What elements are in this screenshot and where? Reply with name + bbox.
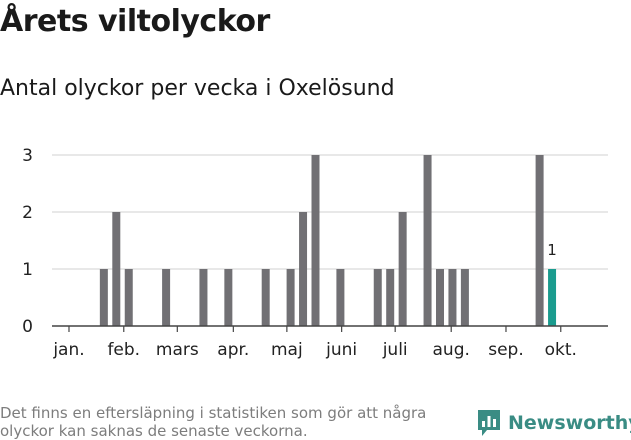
bar-week-20 [299,212,308,326]
chart-title: Årets viltolyckor [0,4,270,39]
bar-week-31 [436,269,444,326]
y-tick-label-1: 1 [22,260,33,280]
x-tick-label-jan.: jan. [52,340,84,360]
bars [99,155,557,326]
x-tick-label-juni: juni [325,340,357,360]
bar-chart: 0 1 2 3 jan. feb. mars apr. maj juni juli aug. sep.… [22,146,608,360]
bar-week-28 [398,212,407,326]
footnote: Det finns en eftersläpning i statistiken… [0,404,427,440]
bar-week-33 [460,269,469,326]
bar-week-12 [199,269,208,326]
bar-week-5 [112,212,121,326]
bar-week-6 [124,269,133,326]
bar-week-23 [336,269,345,326]
newsworthy-logo-icon [478,410,500,436]
x-axis-labels: jan. feb. mars apr. maj juni juli aug. sep. okt. [52,340,577,360]
bar-week-21 [311,155,320,326]
x-tick-label-okt.: okt. [545,340,577,360]
chart-subtitle: Antal olyckor per vecka i Oxelösund [0,76,395,101]
annotations: 1 [547,241,557,259]
bar-week-27 [386,269,395,326]
x-tick-label-apr.: apr. [217,340,249,360]
brand-logo[interactable]: Newsworthy [476,408,631,438]
bar-week-17 [261,269,270,326]
y-axis-labels: 0 1 2 3 [22,146,33,337]
bar-week-40 [548,269,557,326]
bar-week-19 [286,269,295,326]
x-tick-label-mars: mars [156,340,199,360]
x-tick-label-juli: juli [382,340,408,360]
y-tick-label-2: 2 [22,203,33,223]
highlight-value-label: 1 [547,241,557,259]
bar-week-30 [423,155,432,326]
x-axis [52,325,608,332]
bar-week-39 [535,155,544,326]
x-tick-label-maj: maj [271,340,303,360]
y-tick-label-3: 3 [22,146,33,166]
x-tick-label-feb.: feb. [107,340,140,360]
x-tick-label-aug.: aug. [433,340,470,360]
bar-week-4 [99,269,108,326]
y-tick-label-0: 0 [22,317,33,337]
bar-week-14 [224,269,233,326]
bar-week-32 [448,269,457,326]
bar-week-26 [373,269,382,326]
x-tick-label-sep.: sep. [488,340,524,360]
bar-week-9 [162,269,171,326]
gridlines [52,154,608,270]
brand-name: Newsworthy [508,412,631,434]
